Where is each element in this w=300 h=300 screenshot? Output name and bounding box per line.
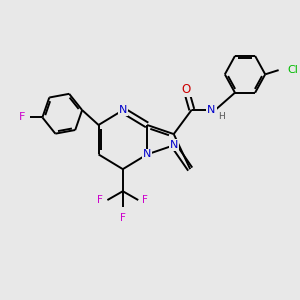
Text: Cl: Cl (287, 65, 298, 75)
Text: F: F (120, 213, 126, 223)
Text: H: H (218, 112, 225, 121)
Text: N: N (118, 105, 127, 115)
Text: F: F (19, 112, 26, 122)
Text: O: O (182, 83, 191, 96)
Text: F: F (97, 195, 103, 205)
Text: N: N (143, 149, 151, 159)
Text: F: F (142, 195, 148, 205)
Text: N: N (169, 140, 178, 150)
Text: N: N (207, 105, 216, 115)
